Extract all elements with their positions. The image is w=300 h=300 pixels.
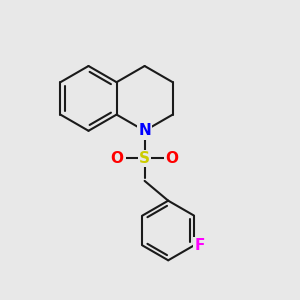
Text: O: O: [166, 151, 179, 166]
Text: N: N: [138, 123, 151, 138]
Text: F: F: [194, 238, 205, 253]
Text: S: S: [139, 151, 150, 166]
Text: O: O: [110, 151, 124, 166]
